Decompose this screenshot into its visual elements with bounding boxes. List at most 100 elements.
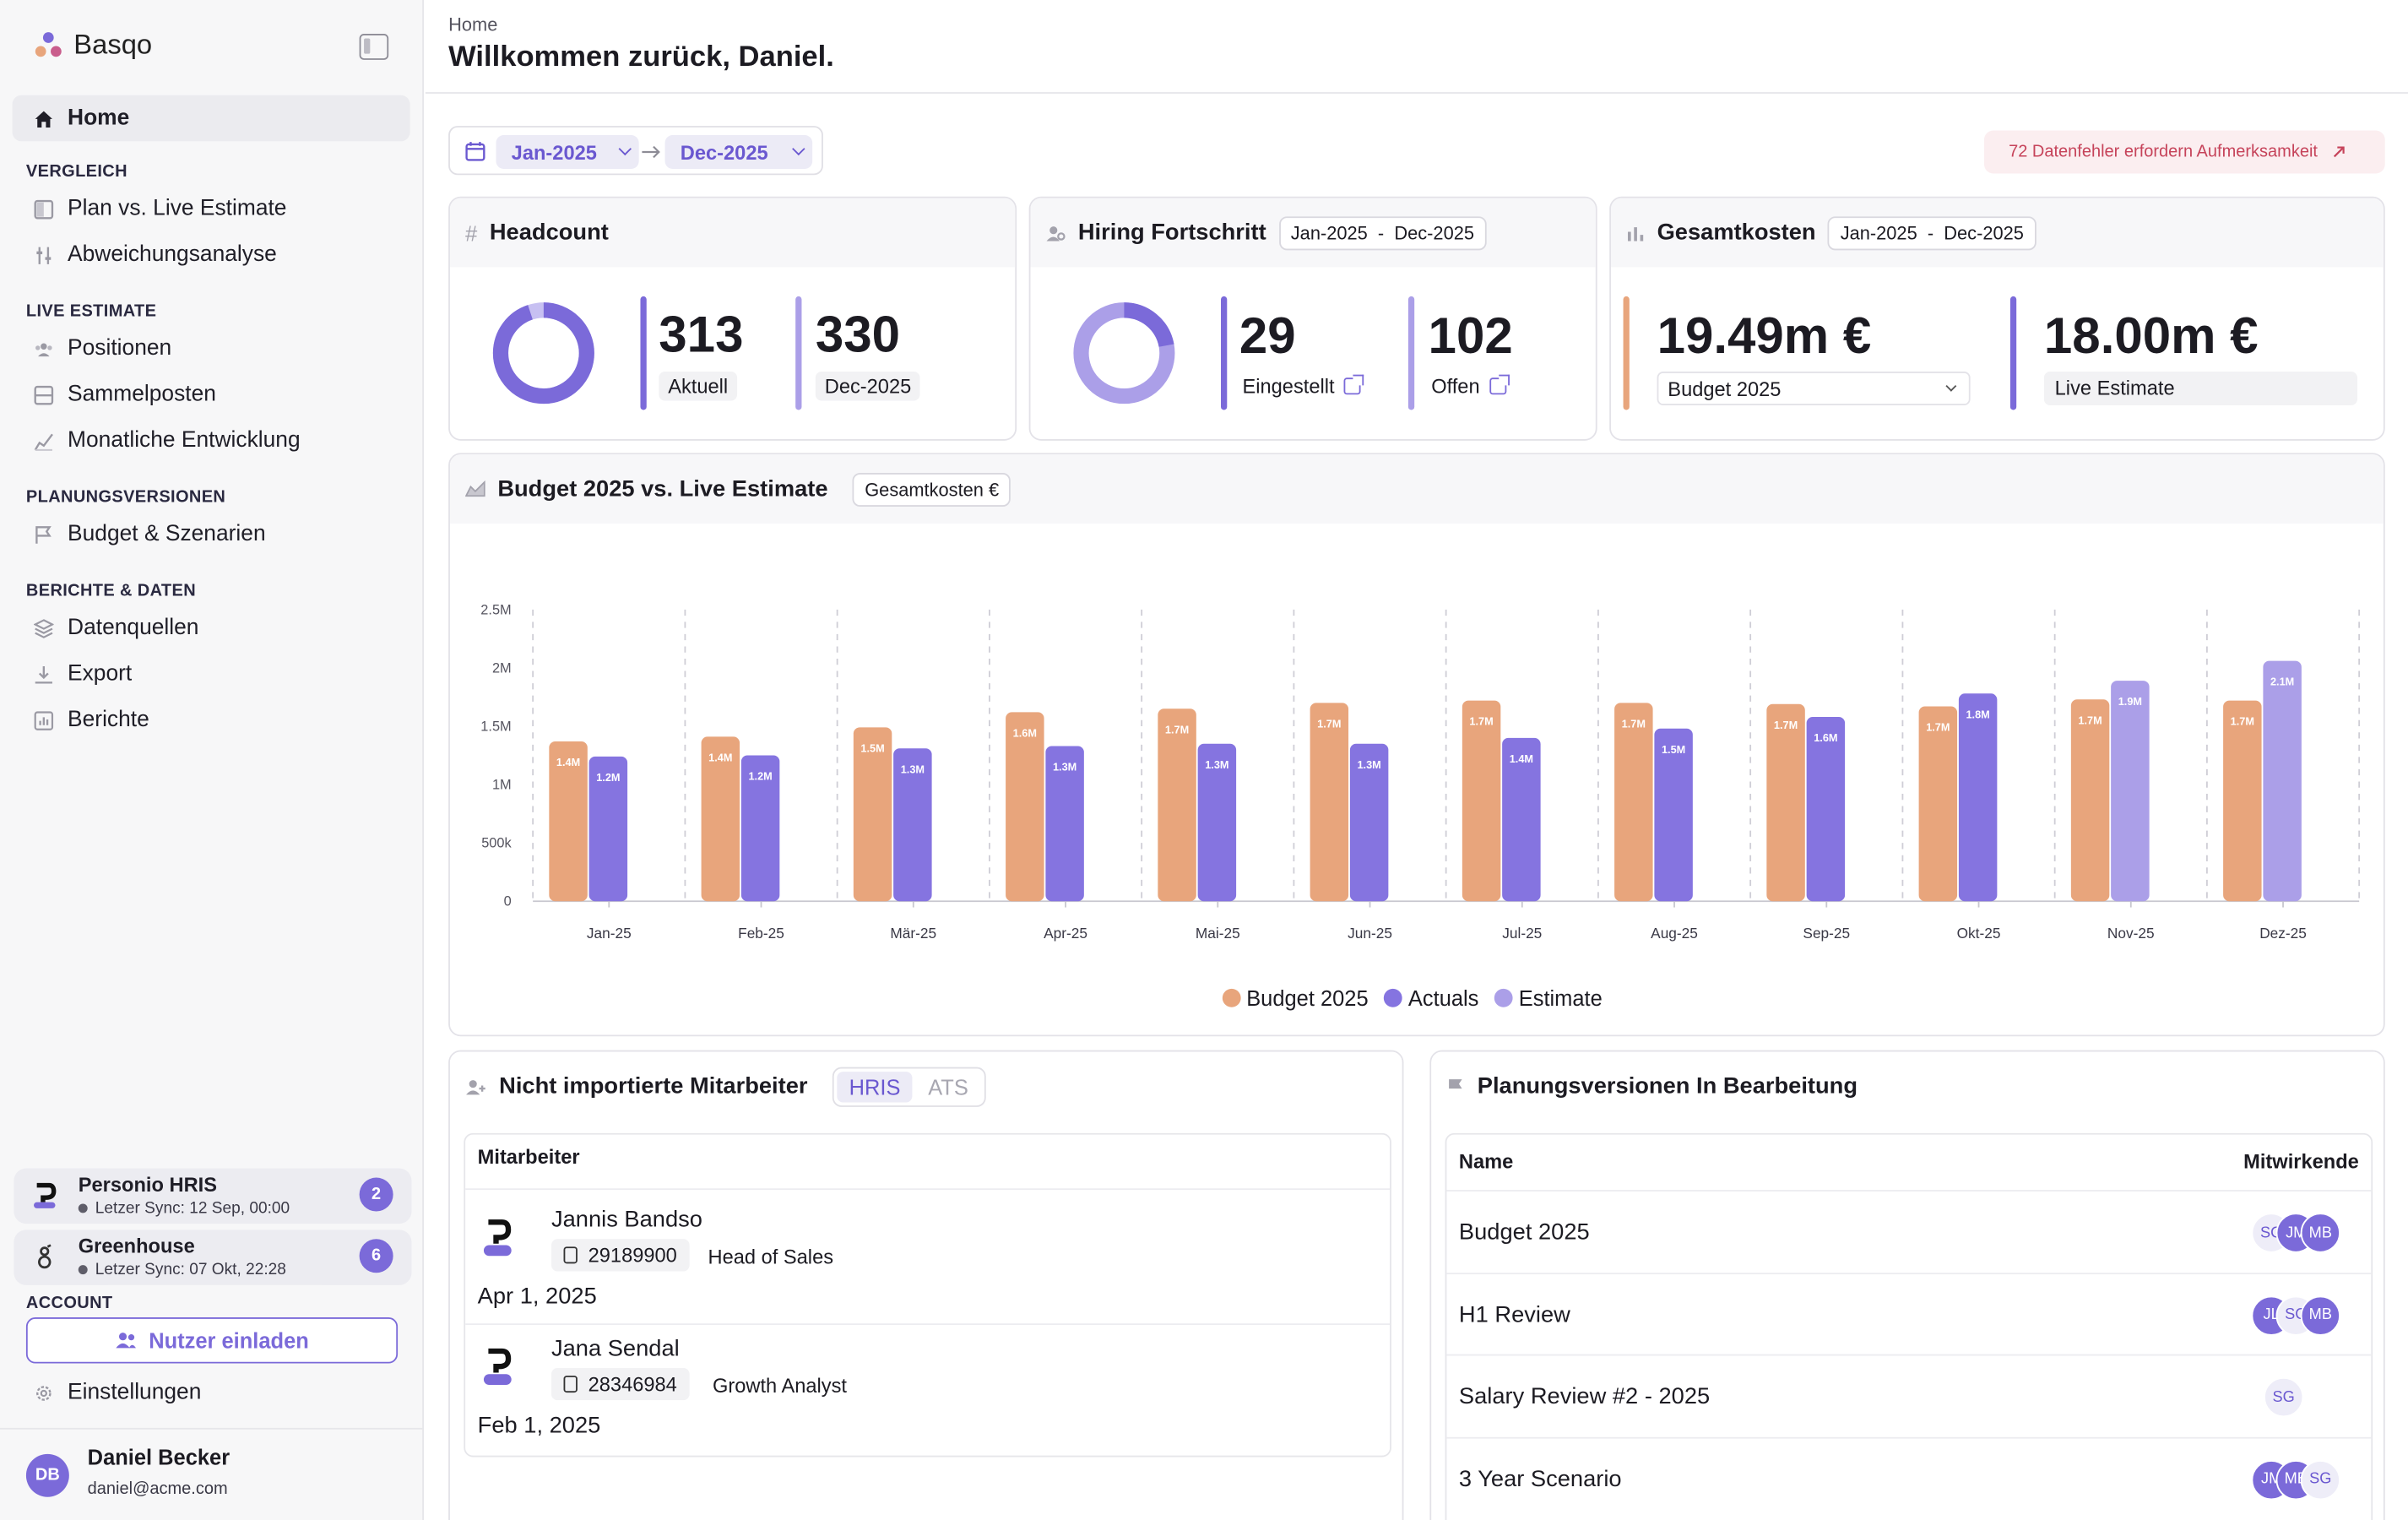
- bar-data-label: 1.4M: [1510, 752, 1533, 765]
- headcount-current: 313: [659, 305, 744, 363]
- bar-budget-2025: [1462, 700, 1501, 902]
- bar-data-label: 1.4M: [708, 752, 732, 764]
- contributors: SG: [2264, 1376, 2304, 1418]
- hiring-hired-link[interactable]: Eingestellt: [1242, 374, 1364, 398]
- hris-logo-icon: [483, 1219, 512, 1257]
- sidebar-item-export[interactable]: Export: [13, 651, 410, 698]
- avatar: SG: [2300, 1459, 2340, 1500]
- costs-budget: 19.49m €: [1657, 307, 1872, 364]
- date-to-select[interactable]: Dec-2025: [664, 134, 813, 169]
- users-icon: [35, 342, 52, 356]
- bar-budget-2025: [1310, 703, 1349, 902]
- legend-label: Budget 2025: [1246, 985, 1369, 1011]
- sidebar-item-datenquellen[interactable]: Datenquellen: [13, 605, 410, 651]
- contributors: SG JM MB: [2251, 1213, 2340, 1253]
- employee-role: Head of Sales: [708, 1245, 834, 1268]
- sidebar-item-home[interactable]: Home: [12, 95, 410, 142]
- bar-data-label: 1.9M: [2118, 695, 2142, 708]
- unimported-employees-card: Nicht importierte Mitarbeiter HRIS ATS M…: [448, 1050, 1404, 1520]
- chart-metric-tag[interactable]: Gesamtkosten €: [852, 472, 1011, 507]
- sidebar-item-abweichung[interactable]: Abweichungsanalyse: [13, 232, 410, 279]
- sidebar-item-berichte[interactable]: Berichte: [13, 697, 410, 743]
- x-tick-label: Jan-25: [587, 925, 632, 942]
- legend-budget[interactable]: Budget 2025: [1222, 985, 1369, 1010]
- tab-hris[interactable]: HRIS: [837, 1071, 914, 1102]
- sidebar-item-label: Abweichungsanalyse: [68, 242, 277, 268]
- table-row[interactable]: Jana Sendal 28346984 Growth Analyst Feb …: [465, 1325, 1390, 1456]
- table-row[interactable]: Budget 2025 SG JM MB: [1446, 1190, 2372, 1271]
- chevron-down-icon: [1945, 380, 1957, 392]
- costs-estimate: 18.00m €: [2043, 307, 2259, 364]
- integration-personio[interactable]: Personio HRIS Letzer Sync: 12 Sep, 00:00…: [14, 1168, 412, 1224]
- hiring-donut: [1073, 302, 1175, 404]
- sidebar-item-sammelposten[interactable]: Sammelposten: [13, 372, 410, 418]
- sidebar-item-label: Positionen: [68, 336, 172, 361]
- y-tick-label: 500k: [481, 836, 512, 851]
- sidebar-item-monatliche-entwicklung[interactable]: Monatliche Entwicklung: [13, 418, 410, 464]
- table-row[interactable]: 3 Year Scenario JM MB SG: [1446, 1436, 2372, 1517]
- sidebar-item-label: Einstellungen: [68, 1380, 202, 1405]
- arrow-right-icon: [642, 145, 660, 159]
- bar-data-label: 1.6M: [1814, 731, 1837, 744]
- status-dot-icon: [78, 1265, 88, 1275]
- kpi-accent-bar: [1407, 296, 1415, 410]
- split-panel-icon: [34, 198, 54, 219]
- sidebar-toggle-icon[interactable]: [359, 33, 389, 60]
- tab-ats[interactable]: ATS: [928, 1073, 968, 1099]
- hired-label: Eingestellt: [1242, 374, 1335, 398]
- x-tick-label: Mär-25: [890, 925, 936, 942]
- user-name: Daniel Becker: [87, 1444, 230, 1469]
- date-range-picker[interactable]: Jan-2025 Dec-2025: [448, 126, 823, 176]
- avatar: SG: [2264, 1376, 2304, 1418]
- budget-version-select[interactable]: Budget 2025: [1657, 371, 1971, 405]
- table-row[interactable]: H1 Review JL SG MB: [1446, 1272, 2372, 1353]
- x-tick-label: Mai-25: [1196, 925, 1240, 942]
- sidebar-item-label: Datenquellen: [68, 616, 199, 641]
- sidebar-item-label: Plan vs. Live Estimate: [68, 196, 287, 221]
- invite-user-button[interactable]: Nutzer einladen: [25, 1316, 399, 1364]
- bar-chart: 0 500k 1M 1.5M 2M 2.5M Jan-25 1.4M 1.2M Feb-25 1.4…: [480, 602, 2361, 942]
- legend-actuals[interactable]: Actuals: [1383, 985, 1478, 1010]
- copy-icon: [563, 1246, 578, 1264]
- x-tick-label: Apr-25: [1044, 925, 1087, 942]
- hash-icon: #: [465, 220, 478, 245]
- hiring-open-link[interactable]: Offen: [1431, 374, 1510, 398]
- chevron-down-icon: [618, 142, 632, 156]
- avatar: MB: [2300, 1213, 2340, 1253]
- bar-actuals: [1502, 737, 1541, 902]
- user-profile[interactable]: DB Daniel Becker daniel@acme.com: [0, 1427, 425, 1520]
- bar-data-label: 1.2M: [596, 771, 620, 784]
- integration-greenhouse[interactable]: Greenhouse Letzer Sync: 07 Okt, 22:28 6: [14, 1230, 412, 1285]
- date-from-select[interactable]: Jan-2025: [496, 134, 639, 169]
- breadcrumb[interactable]: Home: [448, 14, 498, 35]
- sidebar-item-budget-szenarien[interactable]: Budget & Szenarien: [13, 511, 410, 557]
- table-row[interactable]: Salary Review #2 - 2025 SG: [1446, 1354, 2372, 1436]
- data-errors-alert[interactable]: 72 Datenfehler erfordern Aufmerksamkeit: [1983, 130, 2385, 174]
- y-tick-label: 2M: [492, 660, 512, 676]
- bar-actuals: [1806, 716, 1846, 902]
- download-icon: [35, 665, 52, 683]
- bar-actuals: [893, 748, 932, 902]
- contributors: JM MB SG: [2251, 1459, 2340, 1500]
- contributors: JL SG MB: [2251, 1295, 2340, 1335]
- sidebar-item-plan-vs-live[interactable]: Plan vs. Live Estimate: [13, 186, 410, 232]
- employee-date: Feb 1, 2025: [477, 1412, 601, 1439]
- legend-estimate[interactable]: Estimate: [1494, 985, 1603, 1010]
- brand-logo[interactable]: Basqo: [34, 30, 152, 62]
- calendar-icon: [465, 142, 485, 161]
- employee-name: Jana Sendal: [550, 1335, 680, 1362]
- sidebar: Basqo Home VERGLEICH Plan vs. Live Estim…: [0, 0, 425, 1520]
- user-search-icon: [1046, 225, 1066, 241]
- kpi-accent-bar: [1623, 296, 1630, 410]
- legend-swatch: [1222, 988, 1240, 1007]
- bar-actuals: [588, 756, 628, 902]
- sidebar-item-positionen[interactable]: Positionen: [13, 325, 410, 372]
- table-row[interactable]: Jannis Bandso 29189900 Head of Sales Apr…: [465, 1190, 1390, 1325]
- employee-id[interactable]: 29189900: [550, 1239, 690, 1272]
- employee-id[interactable]: 28346984: [550, 1367, 690, 1401]
- sidebar-item-label: Export: [68, 661, 133, 687]
- section-berichte-daten: BERICHTE & DATEN: [25, 582, 197, 600]
- headcount-current-label: Aktuell: [659, 371, 738, 401]
- integration-name: Greenhouse: [78, 1234, 195, 1258]
- sidebar-item-einstellungen[interactable]: Einstellungen: [13, 1370, 410, 1416]
